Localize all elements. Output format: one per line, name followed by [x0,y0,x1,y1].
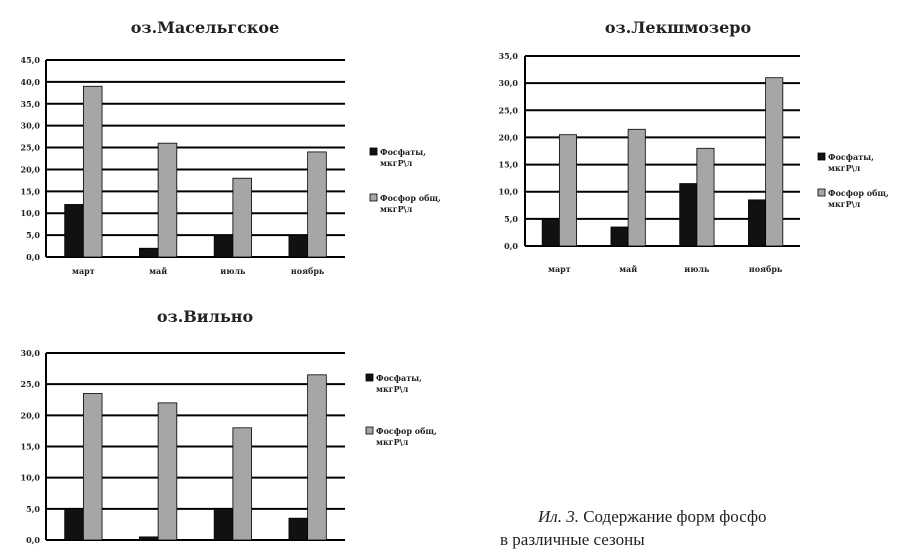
y-tick-label: 25,0 [21,379,41,389]
bar [82,85,103,258]
caption-text-1: Содержание форм фосфо [583,507,767,526]
bar [139,247,159,258]
legend-label: Фосфор общ, мкгР\л [376,426,437,447]
y-tick-label: 0,0 [504,241,518,251]
y-tick-label: 20,0 [21,410,41,420]
x-tick-label: ноябрь [749,264,783,274]
chart-title: оз.Лекшмозеро [605,18,752,37]
y-tick-label: 15,0 [21,186,41,196]
caption-line-2: в различные сезоны [500,530,645,549]
bar [558,134,577,247]
y-tick-label: 5,0 [504,214,518,224]
y-tick-label: 45,0 [21,55,41,65]
legend-label: Фосфор общ, мкгР\л [828,188,889,209]
x-tick-label: июль [220,266,246,276]
x-tick-label: июль [684,264,710,274]
y-tick-label: 0,0 [26,252,40,262]
bar [64,204,84,258]
bar [696,147,715,247]
chart-svg: оз.Лекшмозеро 0,0 5,0 10,0 15,0 20,0 25,0 30,0 3… [499,18,890,274]
legend-label: Фосфаты, мкгР\л [380,147,426,168]
bar [748,199,767,247]
x-tick-label: май [619,264,637,274]
caption-label: Ил. 3. [538,507,579,526]
bar [307,374,327,541]
bar [157,142,178,258]
x-tick-label: май [149,266,167,276]
y-tick-label: 15,0 [21,442,41,452]
y-tick-label: 20,0 [21,164,41,174]
legend-label: Фосфаты, мкгР\л [828,152,874,173]
y-tick-label: 35,0 [21,99,41,109]
bar [139,536,159,541]
x-tick-label: ноябрь [291,266,325,276]
y-tick-label: 30,0 [21,348,41,358]
y-tick-label: 25,0 [499,105,519,115]
bar [232,177,252,258]
y-tick-label: 30,0 [21,121,41,131]
bar [610,226,629,247]
legend-swatch [365,373,374,382]
bar [157,402,178,541]
legend-swatch [817,152,826,161]
y-tick-label: 5,0 [26,230,40,240]
legend-swatch [369,147,378,156]
y-tick-label: 15,0 [499,160,519,170]
chart-title: оз.Вильно [157,307,254,326]
bar [627,128,646,247]
bar [307,151,327,258]
bar [288,234,309,258]
x-tick-label: март [72,266,95,276]
bar [232,427,252,541]
y-tick-label: 20,0 [499,132,519,142]
chart-svg: оз.Масельгское 0,0 5,0 10,0 15,0 20,0 25,0 30,0… [21,18,442,276]
legend-swatch [817,188,826,197]
y-tick-label: 35,0 [499,51,519,61]
chart-lekshmozero: оз.Лекшмозеро 0,0 5,0 10,0 15,0 20,0 25,0 30,0 3… [470,0,904,290]
bar [765,77,784,247]
bar [64,508,84,541]
chart-title: оз.Масельгское [131,18,280,37]
x-tick-label: март [548,264,571,274]
bar [213,234,234,258]
y-tick-label: 0,0 [26,535,40,545]
y-tick-label: 10,0 [499,187,519,197]
bar [213,508,234,541]
y-tick-label: 30,0 [499,78,519,88]
legend-swatch [365,426,374,435]
legend-label: Фосфаты, мкгР\л [376,373,422,394]
chart-svg: оз.Вильно0,05,010,015,020,025,030,0мартм… [21,307,438,553]
y-tick-label: 25,0 [21,143,41,153]
y-tick-label: 5,0 [26,504,40,514]
bar [541,218,560,247]
bar [288,517,309,541]
bar [82,393,103,541]
chart-maselgskoe: оз.Масельгское 0,0 5,0 10,0 15,0 20,0 25,0 30,0… [0,0,460,290]
chart-vilno: оз.Вильно0,05,010,015,020,025,030,0мартм… [0,285,460,553]
y-tick-label: 10,0 [21,208,41,218]
y-tick-label: 40,0 [21,77,41,87]
y-tick-label: 10,0 [21,473,41,483]
legend-swatch [369,193,378,202]
bar [679,183,698,247]
caption-line-1: Ил. 3. Содержание форм фосфо [538,507,767,527]
legend-label: Фосфор общ, мкгР\л [380,193,441,214]
